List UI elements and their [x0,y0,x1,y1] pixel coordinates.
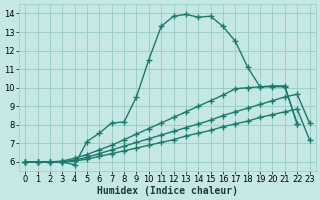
X-axis label: Humidex (Indice chaleur): Humidex (Indice chaleur) [97,186,238,196]
